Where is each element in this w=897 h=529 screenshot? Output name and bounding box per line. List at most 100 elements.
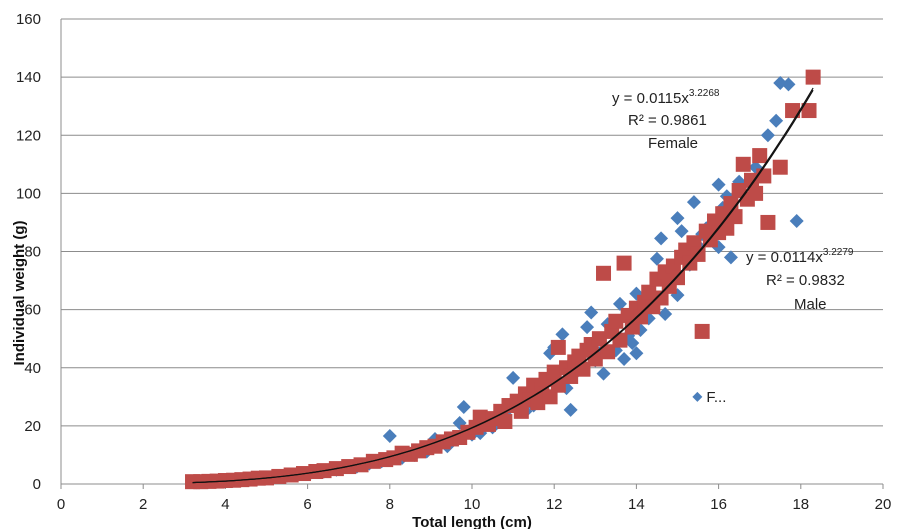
legend-label: F...	[706, 389, 726, 406]
y-tick-label-60: 60	[24, 302, 41, 319]
female-point	[506, 370, 521, 385]
male-point	[727, 209, 743, 225]
female-point	[686, 195, 701, 210]
male-equation: y = 0.0114x3.2279	[746, 247, 854, 266]
female-equation-base: y = 0.0115x	[612, 90, 689, 107]
male-point	[497, 414, 513, 430]
female-equation-exponent: 3.2268	[689, 88, 720, 99]
female-point	[711, 177, 726, 192]
female-equation: y = 0.0115x3.2268	[612, 88, 720, 107]
female-r-squared: R² = 0.9861	[628, 112, 707, 129]
female-point	[456, 399, 471, 414]
female-point	[781, 77, 796, 92]
x-tick-label-2: 2	[139, 496, 147, 513]
legend-diamond-icon	[692, 391, 703, 402]
male-point	[653, 290, 669, 306]
female-point	[617, 352, 632, 367]
x-tick-label-6: 6	[303, 496, 311, 513]
female-point	[629, 346, 644, 361]
male-point	[546, 364, 562, 380]
male-point	[805, 69, 821, 85]
male-trend-annotation: y = 0.0114x3.2279 R² = 0.9832 Male	[746, 247, 854, 313]
male-point	[686, 235, 702, 251]
x-tick-label-10: 10	[464, 496, 481, 513]
tick-labels: 0 20 40 60 80 100 120 140 160 0 2 4 6 8 10 12 14 16 18 20	[16, 11, 891, 513]
trendlines	[192, 87, 814, 484]
female-point	[584, 305, 599, 320]
male-point	[513, 403, 529, 419]
male-point	[748, 185, 764, 201]
y-tick-label-160: 160	[16, 11, 41, 28]
x-tick-label-14: 14	[628, 496, 645, 513]
male-point	[641, 284, 657, 300]
female-point	[723, 250, 738, 265]
male-annotation-label: Male	[794, 296, 827, 313]
female-point	[555, 327, 570, 342]
male-point	[542, 389, 558, 405]
female-point	[769, 113, 784, 128]
y-tick-label-140: 140	[16, 69, 41, 86]
y-tick-label-40: 40	[24, 360, 41, 377]
female-point	[760, 128, 775, 143]
female-point	[563, 402, 578, 417]
x-tick-label-8: 8	[386, 496, 394, 513]
male-point	[596, 265, 612, 281]
female-point	[625, 336, 640, 351]
female-point	[612, 296, 627, 311]
x-tick-label-12: 12	[546, 496, 563, 513]
male-point	[719, 220, 735, 236]
male-point	[735, 156, 751, 172]
male-point	[801, 103, 817, 119]
male-point	[550, 339, 566, 355]
male-equation-exponent: 3.2279	[823, 247, 854, 258]
male-point	[600, 344, 616, 360]
x-tick-label-18: 18	[792, 496, 809, 513]
male-point	[743, 172, 759, 188]
male-series	[185, 69, 821, 490]
male-point	[772, 159, 788, 175]
male-trendline	[192, 89, 814, 484]
female-series	[189, 75, 804, 490]
x-tick-label-20: 20	[875, 496, 892, 513]
male-point	[591, 331, 607, 347]
legend-marker-diamond	[692, 391, 703, 402]
female-point	[674, 224, 689, 239]
male-point	[612, 332, 628, 348]
male-equation-base: y = 0.0114x	[746, 249, 823, 266]
male-point	[785, 103, 801, 119]
grid-lines	[61, 18, 883, 427]
female-point	[670, 211, 685, 226]
male-point	[530, 395, 546, 411]
x-tick-label-0: 0	[57, 496, 65, 513]
x-tick-label-16: 16	[710, 496, 727, 513]
male-point	[550, 377, 566, 393]
y-tick-label-20: 20	[24, 418, 41, 435]
x-tick-label-4: 4	[221, 496, 229, 513]
y-tick-label-0: 0	[33, 476, 41, 493]
male-point	[694, 323, 710, 339]
female-point	[382, 429, 397, 444]
male-point	[608, 313, 624, 329]
male-point	[616, 255, 632, 271]
female-point	[654, 231, 669, 246]
legend: F...	[692, 389, 726, 406]
y-tick-label-80: 80	[24, 244, 41, 261]
female-point	[649, 251, 664, 266]
female-point	[658, 306, 673, 321]
female-trend-annotation: y = 0.0115x3.2268 R² = 0.9861 Female	[612, 88, 720, 152]
male-point	[633, 309, 649, 325]
male-r-squared: R² = 0.9832	[766, 272, 845, 289]
male-point	[760, 214, 776, 230]
y-axis-title: Individual weight (g)	[11, 221, 28, 366]
female-point	[596, 366, 611, 381]
male-point	[563, 368, 579, 384]
male-point	[353, 457, 369, 473]
female-point	[789, 213, 804, 228]
male-point	[752, 148, 768, 164]
female-point	[580, 320, 595, 335]
female-annotation-label: Female	[648, 135, 698, 152]
y-tick-label-120: 120	[16, 127, 41, 144]
x-axis-title: Total length (cm)	[412, 514, 532, 529]
y-tick-label-100: 100	[16, 185, 41, 202]
